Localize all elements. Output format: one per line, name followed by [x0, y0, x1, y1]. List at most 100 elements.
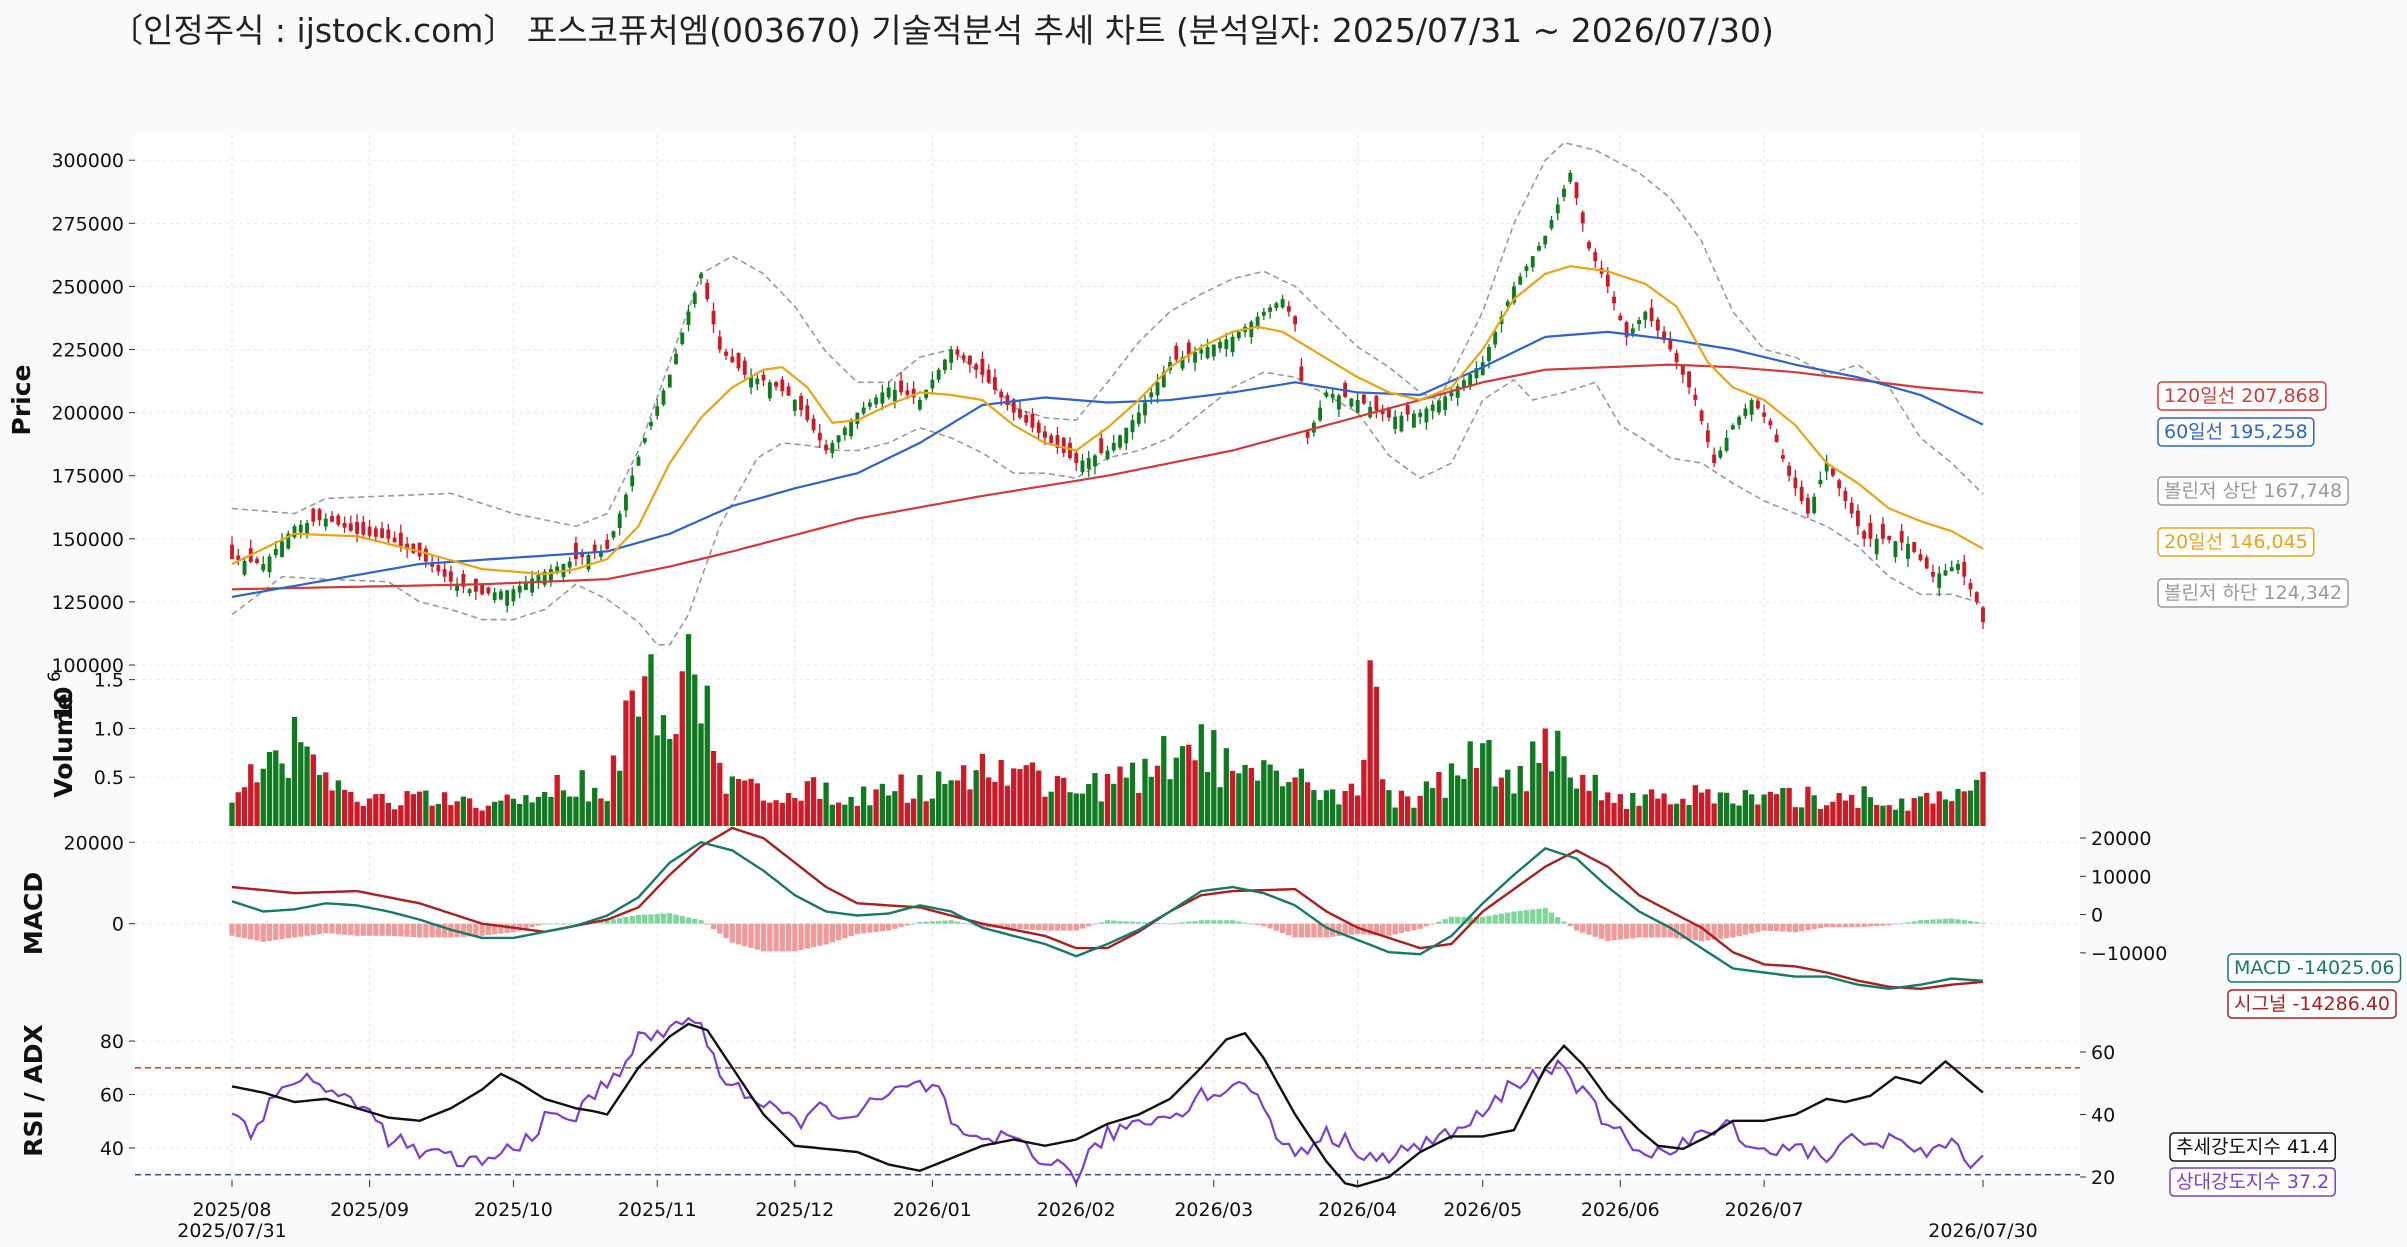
volume-bar [998, 760, 1004, 826]
macd-histogram-bar [1192, 920, 1198, 924]
volume-bar [492, 801, 498, 826]
candle [849, 420, 854, 437]
volume-bar [1373, 686, 1380, 826]
macd-histogram-bar [1067, 923, 1073, 931]
candle [1249, 321, 1254, 337]
candle [1906, 543, 1910, 559]
candle [993, 377, 997, 390]
candle [1743, 408, 1748, 417]
macd-histogram-bar [879, 923, 886, 932]
x-tick-label: 2025/10 [474, 1199, 553, 1221]
volume-bar [573, 796, 579, 826]
candle [392, 537, 397, 543]
volume-bar [1042, 796, 1048, 826]
volume-bar [904, 802, 911, 826]
volume-bar [917, 775, 923, 826]
volume-bar [923, 801, 929, 826]
volume-bar [1974, 779, 1980, 826]
candle [692, 292, 697, 304]
macd-histogram-bar [1348, 923, 1355, 935]
macd-histogram-bar [1467, 916, 1473, 924]
volume-bar [235, 792, 241, 826]
macd-histogram-bar [648, 914, 654, 924]
volume-bar [460, 796, 467, 826]
price-tick-label: 200000 [51, 403, 124, 425]
volume-bar [729, 776, 735, 826]
macd-histogram-bar [1711, 923, 1717, 940]
candle [417, 542, 422, 557]
macd-histogram-bar [1748, 923, 1755, 934]
volume-bar [279, 763, 285, 826]
volume-bar [266, 752, 273, 826]
macd-histogram-bar [567, 923, 573, 925]
candle [1386, 407, 1391, 418]
macd-histogram-bar [1924, 919, 1930, 924]
bollinger-upper-line [231, 141, 1984, 528]
macd-histogram-bar [1623, 923, 1630, 939]
macd-histogram-bar [848, 923, 854, 937]
macd-histogram-bar [1473, 916, 1480, 924]
volume-bar [1598, 800, 1605, 826]
candle [1724, 437, 1729, 451]
candle [405, 543, 410, 550]
volume-bar [961, 765, 967, 826]
macd-histogram-bar [1186, 921, 1192, 924]
macd-histogram-bar [1730, 923, 1736, 938]
macd-line [231, 841, 1984, 991]
adx-right-tick-label: 20 [2091, 1167, 2115, 1189]
macd-axis-label: MACD [19, 872, 48, 955]
badge-bb_upper-text: 볼린저 상단 167,748 [2164, 480, 2342, 502]
volume-bar [673, 734, 679, 826]
macd-histogram-bar [779, 923, 785, 952]
rsi-adx-axis-label: RSI / ADX [19, 1024, 48, 1156]
candle [1674, 352, 1679, 363]
volume-bar [1836, 793, 1842, 826]
volume-bar [1029, 762, 1036, 826]
volume-bar [1317, 799, 1323, 826]
macd-histogram-bar [1498, 913, 1505, 924]
candle [1349, 398, 1354, 407]
candle [1762, 412, 1767, 417]
volume-bar [285, 778, 291, 826]
candle [1449, 392, 1454, 397]
candle [1355, 400, 1360, 413]
macd-histogram-bar [1336, 923, 1342, 937]
badge-signal-text: 시그널 -14286.40 [2234, 993, 2390, 1015]
badge-rsi-box [2169, 1167, 2336, 1197]
macd-histogram-bar [366, 923, 373, 936]
macd-histogram-bar [1617, 923, 1623, 940]
volume-bar [1548, 771, 1555, 826]
volume-bar [1630, 792, 1636, 826]
volume-bar [598, 798, 604, 826]
macd-histogram-bar [835, 923, 842, 941]
candle [1943, 570, 1948, 576]
candle [892, 389, 897, 402]
volume-bar [323, 772, 329, 826]
candle [599, 550, 603, 557]
macd-histogram-bar [266, 923, 273, 941]
volume-scale-label: 10 [49, 687, 78, 722]
candle [1580, 212, 1585, 224]
badge-bb_lower: 볼린저 하단 124,342 [2157, 578, 2349, 608]
macd-histogram-bar [1167, 923, 1173, 925]
macd-histogram-bar [1698, 923, 1705, 941]
volume-bar [329, 790, 335, 826]
macd-histogram-bar [1036, 923, 1042, 931]
macd-histogram-bar [1723, 923, 1730, 939]
volume-bar [1492, 786, 1498, 826]
macd-histogram-bar [1423, 923, 1430, 927]
macd-histogram-bar [1980, 922, 1986, 924]
candle [1624, 322, 1629, 337]
candle [467, 589, 472, 594]
macd-histogram-bar [635, 915, 642, 924]
candle [774, 382, 778, 387]
volume-bar [1229, 770, 1236, 826]
macd-histogram-bar [1824, 923, 1830, 928]
volume-bar [316, 775, 323, 826]
volume-bar [1092, 773, 1098, 826]
macd-histogram-bar [460, 923, 467, 937]
macd-histogram-bar [485, 923, 492, 936]
macd-histogram-bar [823, 923, 829, 945]
candle [949, 349, 954, 363]
candle [1687, 371, 1692, 388]
